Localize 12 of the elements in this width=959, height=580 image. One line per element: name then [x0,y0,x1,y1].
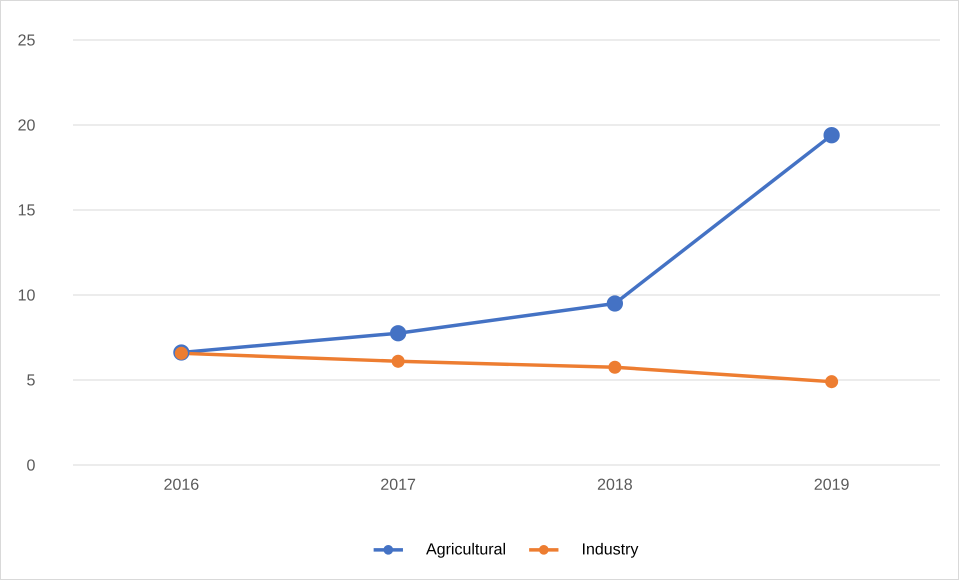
y-tick-label: 0 [27,459,35,471]
y-tick-label: 15 [18,204,35,216]
y-tick-label: 25 [18,34,35,46]
legend-label: Agricultural [426,542,505,558]
y-tick-label: 20 [18,119,35,131]
x-tick-label: 2017 [381,478,416,490]
x-tick-label: 2019 [814,478,849,490]
y-tick-label: 5 [27,374,35,386]
legend-label: Industry [583,542,638,558]
x-tick-label: 2016 [164,478,198,490]
x-tick-label: 2018 [598,478,632,490]
y-tick-label: 10 [18,289,35,301]
